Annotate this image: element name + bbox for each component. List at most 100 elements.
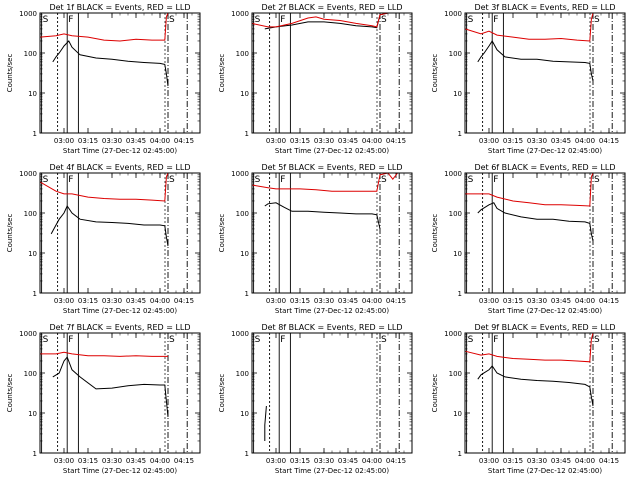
x-tick-label: 04:00 — [362, 457, 382, 465]
y-tick-label: 1 — [458, 130, 462, 138]
x-tick-label: 04:15 — [386, 457, 406, 465]
event-marker-label: S — [169, 335, 175, 345]
x-tick-label: 04:00 — [150, 457, 170, 465]
detector-panel-4: Det 4f BLACK = Events, RED = LLD Counts/s… — [6, 163, 201, 315]
x-axis-label: Start Time (27-Dec-12 02:45:00) — [488, 307, 602, 315]
plot-frame — [251, 332, 413, 454]
x-tick-label: 03:00 — [479, 457, 499, 465]
x-tick-label: 03:00 — [266, 297, 286, 305]
event-marker-label: F — [68, 15, 73, 25]
x-tick-label: 03:00 — [479, 297, 499, 305]
x-tick-label: 03:30 — [527, 137, 547, 145]
y-tick-label: 1000 — [444, 330, 462, 338]
x-tick-label: 04:00 — [150, 137, 170, 145]
y-axis-label: Counts/sec — [431, 214, 439, 253]
x-tick-label: 03:15 — [290, 297, 310, 305]
x-tick-label: 03:00 — [54, 297, 74, 305]
y-tick-label: 1 — [33, 290, 37, 298]
events-series-line — [477, 40, 594, 82]
y-tick-label: 100 — [24, 210, 37, 218]
x-axis-label: Start Time (27-Dec-12 02:45:00) — [275, 467, 389, 475]
y-tick-label: 1000 — [444, 10, 462, 18]
x-tick-label: 04:00 — [150, 297, 170, 305]
x-tick-label: 04:15 — [599, 457, 619, 465]
event-marker-label: S — [468, 15, 474, 25]
event-marker-label: F — [68, 335, 73, 345]
lld-series-line — [251, 12, 396, 28]
x-tick-label: 03:45 — [338, 457, 358, 465]
event-marker-label: F — [493, 335, 498, 345]
lld-series-line — [39, 172, 169, 202]
event-marker-label: F — [280, 175, 285, 185]
event-marker-label: S — [381, 175, 387, 185]
event-marker-label: S — [381, 15, 387, 25]
x-tick-label: 03:15 — [78, 137, 98, 145]
x-tick-label: 03:30 — [314, 297, 334, 305]
detector-panel-8: Det 8f BLACK = Events, RED = LLD Counts/s… — [218, 323, 413, 475]
x-tick-label: 03:30 — [314, 137, 334, 145]
panel-title: Det 8f BLACK = Events, RED = LLD — [261, 323, 402, 332]
event-marker-label: S — [594, 15, 600, 25]
x-tick-label: 04:15 — [599, 137, 619, 145]
x-tick-label: 04:15 — [174, 457, 194, 465]
event-marker-label: S — [255, 175, 261, 185]
lld-series-line — [39, 12, 169, 42]
x-axis-label: Start Time (27-Dec-12 02:45:00) — [488, 147, 602, 155]
x-tick-label: 03:45 — [551, 297, 571, 305]
y-axis-label: Counts/sec — [218, 54, 226, 93]
x-axis-label: Start Time (27-Dec-12 02:45:00) — [488, 467, 602, 475]
event-marker-label: S — [594, 175, 600, 185]
y-tick-label: 1000 — [231, 10, 249, 18]
x-tick-label: 03:00 — [479, 137, 499, 145]
y-tick-label: 100 — [236, 370, 249, 378]
y-axis-label: Counts/sec — [6, 54, 14, 93]
x-tick-label: 03:30 — [314, 457, 334, 465]
plot-frame — [251, 172, 413, 294]
y-tick-label: 1 — [245, 130, 249, 138]
x-tick-label: 03:30 — [527, 457, 547, 465]
y-tick-label: 1000 — [231, 170, 249, 178]
x-tick-label: 03:00 — [266, 137, 286, 145]
x-tick-label: 04:00 — [575, 137, 595, 145]
y-tick-label: 100 — [24, 370, 37, 378]
events-series-line — [52, 40, 169, 87]
y-tick-label: 1000 — [231, 330, 249, 338]
y-tick-label: 10 — [240, 90, 249, 98]
event-marker-label: S — [43, 175, 49, 185]
x-tick-label: 03:30 — [102, 457, 122, 465]
x-tick-label: 03:00 — [54, 137, 74, 145]
x-tick-label: 03:30 — [102, 297, 122, 305]
y-axis-label: Counts/sec — [6, 374, 14, 413]
x-tick-label: 04:15 — [174, 137, 194, 145]
y-axis-label: Counts/sec — [218, 214, 226, 253]
y-tick-label: 10 — [28, 410, 37, 418]
y-tick-label: 10 — [28, 90, 37, 98]
x-tick-label: 03:30 — [527, 297, 547, 305]
detector-panel-1: Det 1f BLACK = Events, RED = LLD Counts/s… — [6, 3, 201, 155]
lld-series-line — [464, 12, 594, 42]
x-tick-label: 03:45 — [338, 297, 358, 305]
events-series-line — [477, 365, 594, 407]
panel-title: Det 9f BLACK = Events, RED = LLD — [474, 323, 615, 332]
x-tick-label: 03:15 — [503, 137, 523, 145]
plot-frame — [39, 332, 201, 454]
event-marker-label: F — [68, 175, 73, 185]
y-tick-label: 1 — [458, 290, 462, 298]
lld-series-line — [40, 351, 168, 357]
event-marker-label: S — [169, 175, 175, 185]
events-series-line — [477, 202, 594, 242]
detector-panel-9: Det 9f BLACK = Events, RED = LLD Counts/s… — [431, 323, 626, 475]
y-axis-label: Counts/sec — [6, 214, 14, 253]
panel-title: Det 1f BLACK = Events, RED = LLD — [49, 3, 190, 12]
event-marker-label: S — [381, 335, 387, 345]
x-axis-label: Start Time (27-Dec-12 02:45:00) — [275, 147, 389, 155]
plot-frame — [464, 12, 626, 134]
detector-panel-6: Det 6f BLACK = Events, RED = LLD Counts/s… — [431, 163, 626, 315]
y-tick-label: 1 — [245, 450, 249, 458]
y-tick-label: 10 — [240, 250, 249, 258]
event-marker-label: F — [493, 15, 498, 25]
y-tick-label: 1000 — [19, 10, 37, 18]
y-tick-label: 1 — [245, 290, 249, 298]
y-tick-label: 100 — [236, 210, 249, 218]
